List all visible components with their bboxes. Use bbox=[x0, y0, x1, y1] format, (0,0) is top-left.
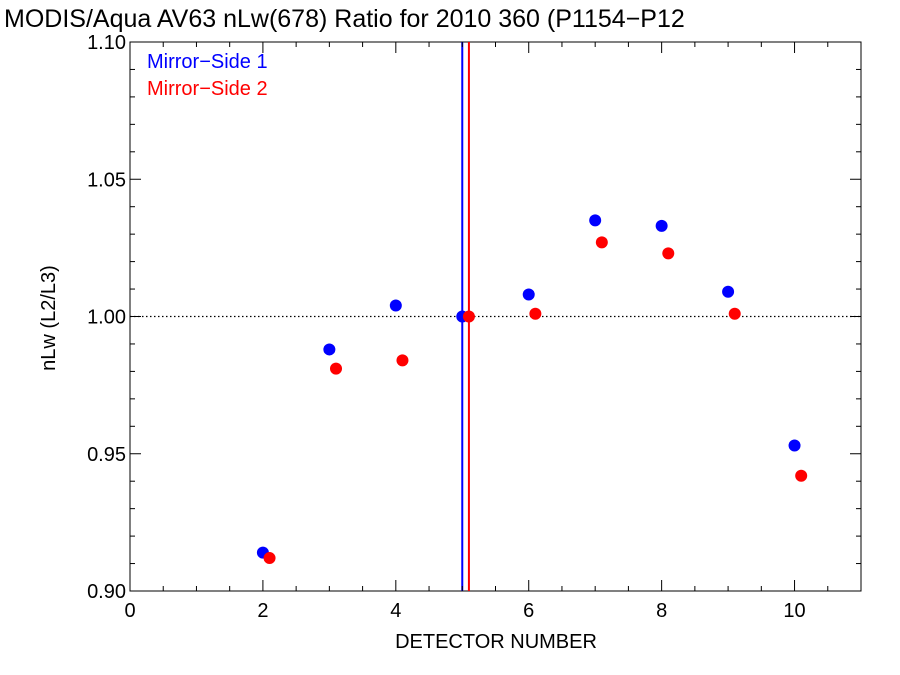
x-tick-label: 4 bbox=[390, 600, 401, 622]
data-point-series-1 bbox=[323, 343, 336, 356]
x-tick-label: 2 bbox=[257, 600, 268, 622]
data-point-series-1 bbox=[389, 299, 402, 312]
y-tick-label: 1.10 bbox=[87, 32, 126, 54]
data-point-series-2 bbox=[330, 362, 343, 375]
data-point-series-1 bbox=[788, 439, 801, 452]
data-point-series-2 bbox=[263, 552, 276, 565]
data-point-series-2 bbox=[529, 307, 542, 320]
x-tick-label: 0 bbox=[124, 600, 135, 622]
y-tick-label: 0.95 bbox=[87, 444, 126, 466]
y-tick-label: 1.05 bbox=[87, 169, 126, 191]
data-point-series-1 bbox=[589, 214, 602, 227]
data-point-series-2 bbox=[462, 310, 475, 323]
legend-entry-mirror-side-1: Mirror−Side 1 bbox=[147, 51, 268, 73]
data-point-series-2 bbox=[595, 236, 608, 249]
x-tick-label: 6 bbox=[523, 600, 534, 622]
x-tick-label: 8 bbox=[656, 600, 667, 622]
axis-ticks: 0 2 4 6 8 10 0.90 0.95 1.00 1.05 1.10 bbox=[87, 32, 862, 622]
data-point-series-1 bbox=[655, 219, 668, 232]
data-point-series-1 bbox=[722, 285, 735, 298]
data-points bbox=[256, 214, 808, 565]
y-axis-label: nLw (L2/L3) bbox=[38, 265, 60, 371]
y-tick-label: 0.90 bbox=[87, 581, 126, 603]
legend-entry-mirror-side-2: Mirror−Side 2 bbox=[147, 78, 268, 100]
data-point-series-2 bbox=[728, 307, 741, 320]
data-point-series-2 bbox=[795, 469, 808, 482]
plot-area bbox=[129, 41, 862, 592]
x-axis-label: DETECTOR NUMBER bbox=[395, 631, 597, 653]
data-point-series-2 bbox=[396, 354, 409, 367]
data-point-series-2 bbox=[662, 247, 675, 260]
chart-title: MODIS/Aqua AV63 nLw(678) Ratio for 2010 … bbox=[4, 5, 685, 33]
x-tick-label: 10 bbox=[783, 600, 805, 622]
data-point-series-1 bbox=[522, 288, 535, 301]
y-tick-label: 1.00 bbox=[87, 307, 126, 329]
